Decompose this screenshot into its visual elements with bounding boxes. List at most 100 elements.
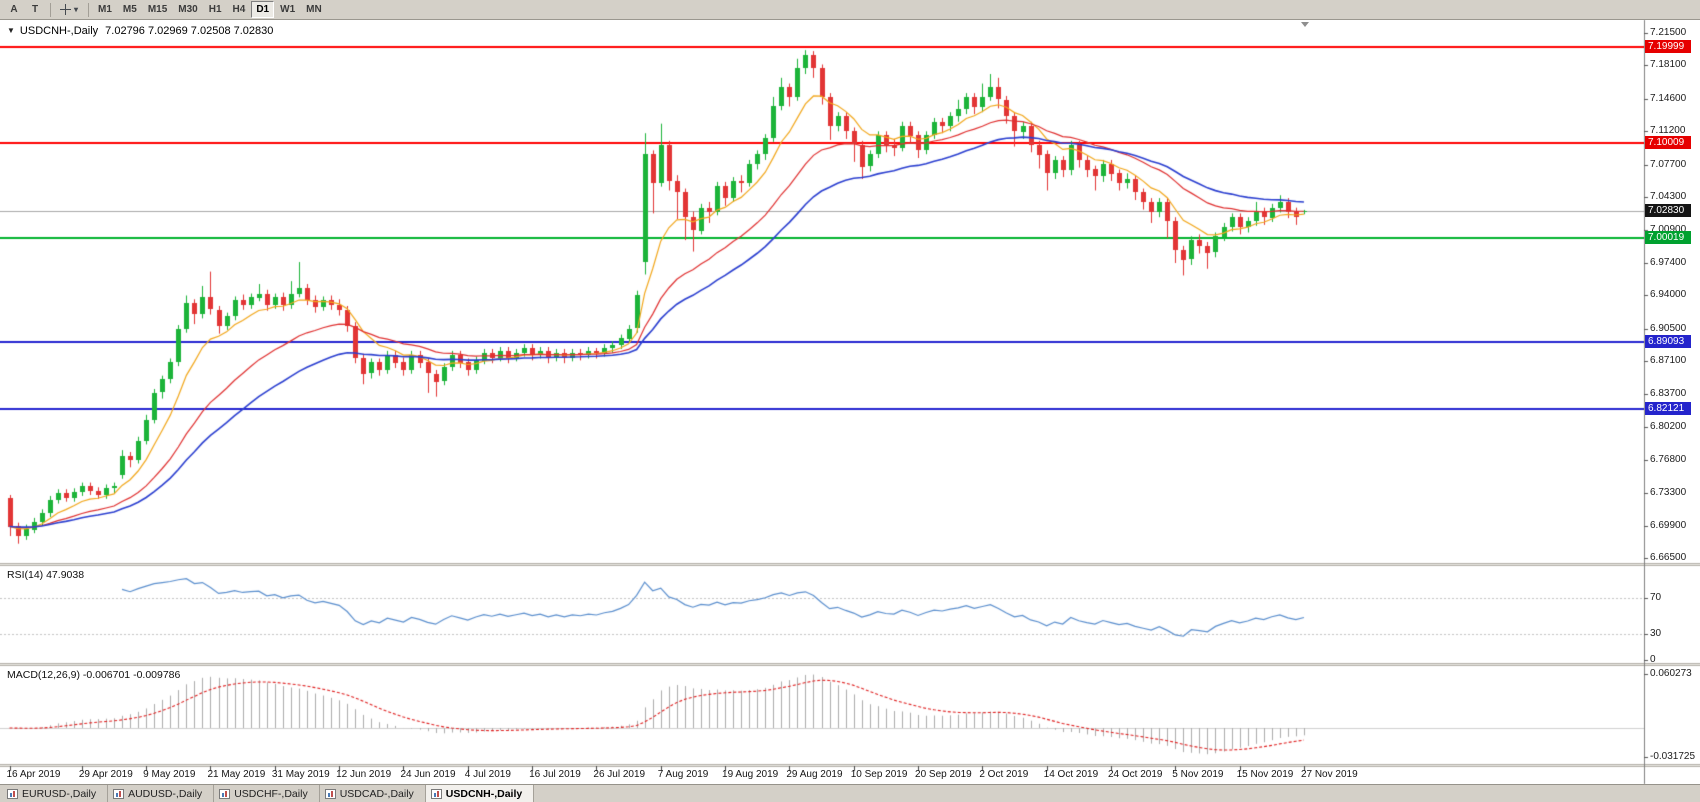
chart-tab-icon <box>7 788 18 799</box>
timeframe-h4[interactable]: H4 <box>228 1 251 18</box>
price-tag: 7.02830 <box>1645 204 1691 218</box>
chart-tab-usdcnh[interactable]: USDCNH-,Daily <box>425 785 535 802</box>
rsi-level-label: 70 <box>1650 592 1662 604</box>
chart-tab-bar: EURUSD-,Daily AUDUSD-,Daily USDCHF-,Daily U… <box>0 784 1700 802</box>
rsi-level-label: 30 <box>1650 627 1662 639</box>
price-axis-label: 6.97400 <box>1650 257 1687 269</box>
chart-title-ohlc: 7.02796 7.02969 7.02508 7.02830 <box>105 25 274 37</box>
date-label: 2 Oct 2019 <box>979 769 1029 780</box>
price-tag: 6.82121 <box>1645 401 1691 415</box>
price-axis-label: 6.94000 <box>1650 289 1687 301</box>
chart-tab-usdchf[interactable]: USDCHF-,Daily <box>214 785 320 802</box>
tab-icon-bar <box>330 790 333 797</box>
price-tag: 7.19999 <box>1645 40 1691 54</box>
price-axis-label: 6.66500 <box>1650 551 1687 563</box>
date-label: 24 Jun 2019 <box>400 769 456 780</box>
tab-icon-bar <box>119 790 122 797</box>
price-axis-label: 7.11200 <box>1650 125 1686 137</box>
date-label: 5 Nov 2019 <box>1172 769 1224 780</box>
price-axis-label: 6.76800 <box>1650 453 1687 465</box>
drawing-tool-button[interactable]: ▾ <box>55 1 83 18</box>
timeframe-m5[interactable]: M5 <box>118 1 142 18</box>
price-axis-label: 7.00900 <box>1650 223 1687 235</box>
date-label: 12 Jun 2019 <box>336 769 392 780</box>
toolbar-separator <box>50 2 51 17</box>
chart-tab-label: EURUSD-,Daily <box>22 787 97 800</box>
macd-axis-label: 0.060273 <box>1650 667 1692 679</box>
price-tag: 7.00019 <box>1645 231 1691 245</box>
price-axis-label: 7.04300 <box>1650 191 1687 203</box>
price-tag: 7.10009 <box>1645 135 1691 149</box>
date-label: 19 Aug 2019 <box>722 769 779 780</box>
tab-icon-bar <box>222 792 225 797</box>
timeframe-w1[interactable]: W1 <box>275 1 300 18</box>
rsi-level-label: 0 <box>1650 654 1656 665</box>
date-label: 7 Aug 2019 <box>657 769 709 780</box>
timeframe-mn[interactable]: MN <box>301 1 327 18</box>
date-label: 4 Jul 2019 <box>464 769 511 780</box>
price-axis-label: 6.69900 <box>1650 519 1687 531</box>
tab-icon-bar <box>116 792 119 797</box>
timeframe-h1[interactable]: H1 <box>204 1 227 18</box>
rsi-panel-plot-area[interactable] <box>0 566 1644 663</box>
price-axis-label: 7.14600 <box>1650 92 1687 104</box>
tab-icon-bar <box>225 790 228 797</box>
macd-indicator-label: MACD(12,26,9) -0.006701 -0.009786 <box>7 669 181 681</box>
macd-axis-label: -0.031725 <box>1650 750 1696 762</box>
chart-tab-label: USDCHF-,Daily <box>234 787 308 800</box>
date-label: 9 May 2019 <box>143 769 196 780</box>
date-label: 16 Jul 2019 <box>529 769 581 780</box>
macd-panel-plot-area[interactable] <box>0 666 1644 764</box>
tab-icon-bar <box>433 792 436 797</box>
chart-tab-label: AUDUSD-,Daily <box>128 787 203 800</box>
price-axis-label: 6.87100 <box>1650 355 1687 367</box>
symbol-dropdown-icon: ▼ <box>7 26 15 35</box>
price-axis-label: 6.83700 <box>1650 387 1687 399</box>
price-axis-label: 7.07700 <box>1650 158 1687 170</box>
rsi-indicator-label: RSI(14) 47.9038 <box>7 569 85 581</box>
chart-tab-icon <box>430 788 442 799</box>
date-label: 14 Oct 2019 <box>1043 769 1099 780</box>
chart-tab-eurusd[interactable]: EURUSD-,Daily <box>2 785 109 802</box>
timeframe-m30[interactable]: M30 <box>173 1 202 18</box>
chart-shift-marker <box>1301 22 1309 27</box>
main-chart-plot-area[interactable] <box>0 22 1644 563</box>
tab-icon-bar <box>436 790 439 797</box>
date-label: 26 Jul 2019 <box>593 769 646 780</box>
chart-tab-audusd[interactable]: AUDUSD-,Daily <box>108 785 215 802</box>
toolbar-separator <box>88 2 90 17</box>
price-axis-label: 7.21500 <box>1650 26 1687 38</box>
chart-tab-usdcad[interactable]: USDCAD-,Daily <box>320 785 426 802</box>
toolbar: A T ▾ M1 M5 M15 M30 H1 H4 D1 W1 MN <box>0 0 1700 20</box>
timeframe-d1[interactable]: D1 <box>251 1 275 18</box>
date-label: 31 May 2019 <box>271 769 330 780</box>
date-label: 29 Apr 2019 <box>78 769 133 780</box>
date-label: 27 Nov 2019 <box>1300 769 1358 780</box>
tab-icon-bar <box>327 792 330 797</box>
date-label: 15 Nov 2019 <box>1236 769 1294 780</box>
crosshair-icon <box>60 4 71 15</box>
date-label: 24 Oct 2019 <box>1107 769 1163 780</box>
price-axis-label: 6.90500 <box>1650 322 1687 334</box>
chart-tab-label: USDCAD-,Daily <box>339 787 414 800</box>
chart-title-symbol: USDCNH-,Daily <box>19 25 99 37</box>
timeframe-button-group: M1 M5 M15 M30 H1 H4 D1 W1 MN <box>93 1 328 18</box>
chart-tab-icon <box>113 788 125 799</box>
timeframe-m15[interactable]: M15 <box>143 1 172 18</box>
price-axis-label: 6.73300 <box>1650 487 1687 499</box>
price-axis-label: 6.80200 <box>1650 421 1687 433</box>
date-label: 16 Apr 2019 <box>6 769 61 780</box>
chart-title: ▼ USDCNH-,Daily 7.02796 7.02969 7.02508 7.… <box>7 25 273 37</box>
date-label: 29 Aug 2019 <box>786 769 843 780</box>
timeframe-m1[interactable]: M1 <box>93 1 117 18</box>
price-axis-label: 7.18100 <box>1650 59 1687 71</box>
date-label: 21 May 2019 <box>207 769 266 780</box>
chart-tab-icon <box>219 788 231 799</box>
cursor-tool-button[interactable]: A <box>4 1 24 18</box>
chart-tab-icon <box>324 788 336 799</box>
text-tool-button[interactable]: T <box>25 1 45 18</box>
tab-icon-bar <box>10 792 12 797</box>
tab-icon-bar <box>13 790 15 797</box>
